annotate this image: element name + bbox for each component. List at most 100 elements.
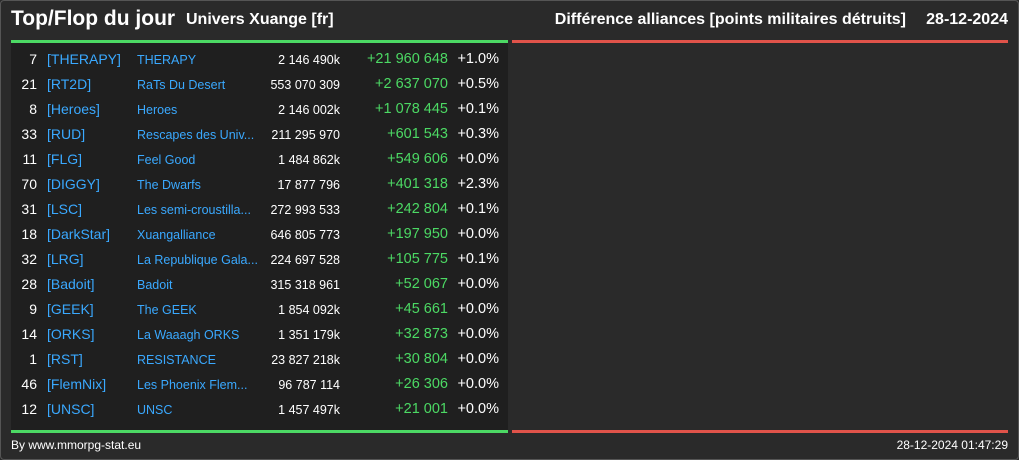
alliance-points: 2 146 002k [278,103,340,117]
alliance-diff-percent: +2.3% [457,176,499,192]
alliance-diff: +242 804 [387,201,448,217]
alliance-row: 32 [LRG] La Republique Gala... 224 697 528 +… [11,248,508,273]
alliance-rank: 28 [21,276,37,292]
universe-label: Univers Xuange [fr] [186,11,334,28]
alliance-points: 17 877 796 [277,178,340,192]
alliance-tag-link[interactable]: [RST] [47,351,83,367]
alliance-name-link[interactable]: RESISTANCE [137,353,216,367]
alliance-rank: 46 [21,376,37,392]
alliance-name-link[interactable]: UNSC [137,403,173,417]
alliance-tag-link[interactable]: [Heroes] [47,101,100,117]
alliance-points: 1 854 092k [278,303,340,317]
flop-panel-bottom-border [512,430,1008,433]
alliance-name-link[interactable]: La Republique Gala... [137,253,258,267]
alliance-points: 1 351 179k [278,328,340,342]
alliance-tag-link[interactable]: [DarkStar] [47,226,111,242]
alliance-name-link[interactable]: The Dwarfs [137,178,201,192]
alliance-points: 23 827 218k [271,353,340,367]
top-panel-bottom-border [11,430,508,433]
alliance-name-link[interactable]: Heroes [137,103,178,117]
alliance-name-link[interactable]: THERAPY [137,53,197,67]
alliance-diff: +601 543 [387,126,448,142]
alliance-diff-percent: +0.1% [457,101,499,117]
alliance-row: 8 [Heroes] Heroes 2 146 002k +1 078 445 +0.1% [11,98,508,123]
alliance-diff-percent: +0.1% [457,201,499,217]
alliance-name-link[interactable]: Feel Good [137,153,196,167]
alliance-diff: +1 078 445 [375,101,448,117]
alliance-diff-percent: +0.0% [457,276,499,292]
alliance-tag-link[interactable]: [FlemNix] [47,376,107,392]
alliance-diff: +26 306 [395,376,448,392]
page-title: Top/Flop du jour [11,7,176,30]
alliance-row: 7 [THERAPY] THERAPY 2 146 490k +21 960 648 +1… [11,48,508,73]
alliance-row: 1 [RST] RESISTANCE 23 827 218k +30 804 +0.0% [11,348,508,373]
alliance-name-link[interactable]: The GEEK [137,303,197,317]
alliance-diff: +52 067 [395,276,448,292]
alliance-name-link[interactable]: Les semi-croustilla... [137,203,251,217]
alliance-points: 96 787 114 [278,378,340,392]
alliance-name-link[interactable]: Rescapes des Univ... [137,128,255,142]
alliance-tag-link[interactable]: [RT2D] [47,76,92,92]
alliance-points: 224 697 528 [270,253,340,267]
alliance-diff-percent: +0.0% [457,376,499,392]
alliance-tag-link[interactable]: [THERAPY] [47,51,121,67]
alliance-name-link[interactable]: Xuangalliance [137,228,216,242]
alliance-rank: 14 [21,326,37,342]
alliance-rank: 33 [21,126,37,142]
top-panel-top-border [11,40,508,43]
alliance-name-link[interactable]: Badoit [137,278,173,292]
alliance-row: 18 [DarkStar] Xuangalliance 646 805 773 +197… [11,223,508,248]
alliance-row: 31 [LSC] Les semi-croustilla... 272 993 533… [11,198,508,223]
alliance-diff-percent: +0.0% [457,326,499,342]
alliance-tag-link[interactable]: [ORKS] [47,326,95,342]
alliance-tag-link[interactable]: [LRG] [47,251,84,267]
alliance-name-link[interactable]: Les Phoenix Flem... [137,378,248,392]
alliance-rank: 32 [21,251,37,267]
flop-panel [512,40,1008,433]
alliance-tag-link[interactable]: [UNSC] [47,401,95,417]
alliance-tag-link[interactable]: [FLG] [47,151,83,167]
alliance-points: 2 146 490k [278,53,340,67]
alliance-rank: 1 [29,351,37,367]
timestamp-text: 28-12-2024 01:47:29 [896,438,1008,452]
alliance-name-link[interactable]: RaTs Du Desert [137,78,226,92]
alliance-row: 28 [Badoit] Badoit 315 318 961 +52 067 +0.0% [11,273,508,298]
alliance-rank: 7 [29,51,37,67]
alliance-points: 553 070 309 [270,78,340,92]
alliance-diff: +197 950 [387,226,448,242]
alliance-points: 272 993 533 [270,203,340,217]
alliance-rank: 21 [21,76,37,92]
alliance-diff-percent: +0.0% [457,226,499,242]
alliance-row: 33 [RUD] Rescapes des Univ... 211 295 970 +6… [11,123,508,148]
alliance-tag-link[interactable]: [LSC] [47,201,83,217]
alliance-rank: 18 [21,226,37,242]
credit-text: By www.mmorpg-stat.eu [11,438,142,452]
alliance-rank: 11 [22,151,37,167]
top-panel [11,40,508,433]
alliance-diff: +105 775 [387,251,448,267]
alliance-row: 70 [DIGGY] The Dwarfs 17 877 796 +401 318 +2.… [11,173,508,198]
alliance-points: 211 295 970 [271,128,340,142]
alliance-name-link[interactable]: La Waaagh ORKS [137,328,240,342]
date-label: 28-12-2024 [926,11,1008,28]
alliance-tag-link[interactable]: [Badoit] [47,276,95,292]
alliance-row: 12 [UNSC] UNSC 1 457 497k +21 001 +0.0% [11,398,508,423]
alliance-row: 46 [FlemNix] Les Phoenix Flem... 96 787 114… [11,373,508,398]
alliance-tag-link[interactable]: [RUD] [47,126,86,142]
alliance-diff-percent: +0.0% [457,351,499,367]
alliance-points: 315 318 961 [270,278,340,292]
alliance-rank: 12 [21,401,37,417]
alliance-diff-percent: +0.1% [457,251,499,267]
alliance-diff: +45 661 [395,301,448,317]
header: Top/Flop du jour Univers Xuange [fr] Dif… [0,0,1019,40]
metric-label: Différence alliances [points militaires … [554,11,906,28]
alliance-row: 9 [GEEK] The GEEK 1 854 092k +45 661 +0.0% [11,298,508,323]
alliance-diff: +21 001 [395,401,448,417]
alliance-tag-link[interactable]: [GEEK] [47,301,94,317]
alliance-points: 646 805 773 [270,228,340,242]
alliance-rank: 8 [29,101,37,117]
alliance-points: 1 484 862k [278,153,340,167]
alliance-tag-link[interactable]: [DIGGY] [47,176,100,192]
alliance-diff: +401 318 [387,176,448,192]
flop-panel-top-border [512,40,1008,43]
